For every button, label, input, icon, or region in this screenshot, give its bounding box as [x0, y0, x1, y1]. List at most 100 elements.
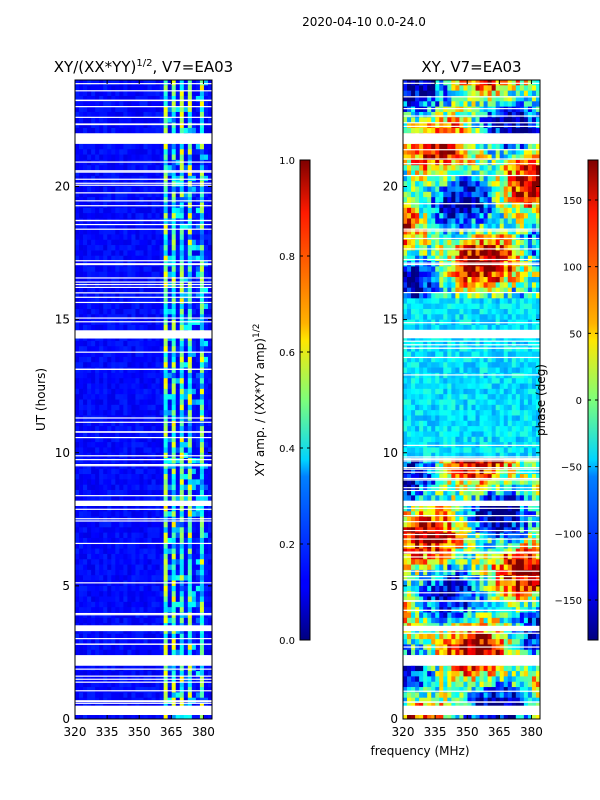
flag-line [403, 203, 540, 205]
plot-frame [402, 79, 541, 720]
colorbar-tick-label: 0.0 [279, 636, 295, 647]
colorbar-tick-label: −50 [561, 463, 582, 474]
flag-line [75, 668, 212, 670]
flag-line [403, 340, 540, 342]
x-tick-label: 350 [128, 725, 151, 739]
flag-line [403, 600, 540, 602]
flag-line [403, 477, 540, 480]
flag-gap [75, 625, 212, 632]
flag-line [75, 337, 212, 339]
flag-line [403, 458, 540, 461]
flag-line [403, 322, 540, 324]
flag-line [403, 592, 540, 594]
flag-line [403, 632, 540, 634]
flag-line [75, 263, 212, 266]
flag-line [75, 520, 212, 522]
y-tick-label: 15 [55, 313, 70, 327]
colorbar-label-main: XY amp. / (XX*YY amp) [253, 338, 267, 476]
flag-line [403, 658, 540, 660]
colorbar-tick-label: 0 [576, 396, 582, 407]
y-tick-label: 10 [383, 446, 398, 460]
title-rest: , V7=EA03 [152, 58, 233, 76]
flag-line [75, 681, 212, 683]
panel-title: XY/(XX*YY)1/2, V7=EA03 [54, 58, 233, 76]
flag-line [75, 417, 212, 419]
flag-line [403, 712, 540, 715]
flag-gap [403, 330, 540, 339]
flag-line [75, 464, 212, 466]
colorbar-tick-label: 150 [563, 196, 582, 207]
flag-line [75, 436, 212, 439]
flag-line [403, 356, 540, 359]
flag-line [403, 347, 540, 349]
flag-line [403, 552, 540, 554]
colorbar-tick-label: 1.0 [279, 156, 295, 167]
flag-line [75, 292, 212, 294]
colorbar [299, 159, 311, 641]
flag-line [403, 570, 540, 572]
colorbar-label: phase (deg) [534, 364, 548, 436]
flag-line [403, 609, 540, 611]
flag-line [403, 538, 540, 540]
flag-line [403, 228, 540, 230]
flag-line [75, 192, 212, 194]
flag-line [403, 125, 540, 127]
flag-line [403, 529, 540, 532]
flagged-gaps [75, 83, 212, 716]
flag-line [75, 277, 212, 279]
flag-line [75, 495, 212, 497]
flag-line [403, 659, 540, 661]
flag-line [403, 291, 540, 294]
flag-line [75, 625, 212, 627]
flag-line [75, 675, 212, 677]
y-tick-label: 20 [383, 180, 398, 194]
flag-line [75, 351, 212, 353]
colorbar-tick-label: 50 [569, 329, 582, 340]
x-axis-label: frequency (MHz) [370, 744, 469, 758]
flag-gap [75, 655, 212, 666]
flag-line [75, 161, 212, 163]
flag-line [403, 708, 540, 710]
flag-line [403, 96, 540, 98]
flag-line [403, 489, 540, 492]
flag-line [75, 465, 212, 467]
y-axis-label: UT (hours) [34, 368, 48, 431]
flag-line [75, 459, 212, 461]
flag-line [75, 518, 212, 520]
flag-line [75, 228, 212, 230]
colorbar-tick-label: 0.4 [279, 444, 295, 455]
y-tick-label: 0 [390, 712, 398, 726]
flag-line [75, 283, 212, 286]
flag-line [403, 263, 540, 266]
flag-line [75, 643, 212, 645]
flag-line [403, 712, 540, 714]
flag-line [75, 178, 212, 180]
flag-line [75, 317, 212, 319]
flag-line [75, 200, 212, 202]
flag-line [75, 99, 212, 101]
flag-line [403, 262, 540, 264]
flag-line [403, 82, 540, 84]
y-tick-label: 0 [62, 712, 70, 726]
flagged-gaps [403, 82, 540, 716]
y-tick-label: 5 [62, 579, 70, 593]
flag-line [75, 139, 212, 141]
x-tick-label: 380 [520, 725, 543, 739]
flag-line [403, 248, 540, 250]
flag-line [75, 638, 212, 640]
x-tick-label: 320 [392, 725, 415, 739]
flag-line [403, 556, 540, 558]
colorbar-label: XY amp. / (XX*YY amp)1/2 [252, 324, 267, 477]
flag-line [403, 551, 540, 553]
flag-line [403, 163, 540, 165]
flag-line [403, 344, 540, 346]
y-tick-label: 20 [55, 180, 70, 194]
flag-line [403, 579, 540, 581]
flag-line [75, 582, 212, 584]
x-tick-label: 365 [160, 725, 183, 739]
phase-panel: 320 335 350 365 380 0 5 10 15 20 XY, V7=EA03 freque… [370, 58, 599, 758]
flag-line [403, 230, 540, 232]
flag-gap [403, 625, 540, 632]
flag-line [75, 281, 212, 283]
